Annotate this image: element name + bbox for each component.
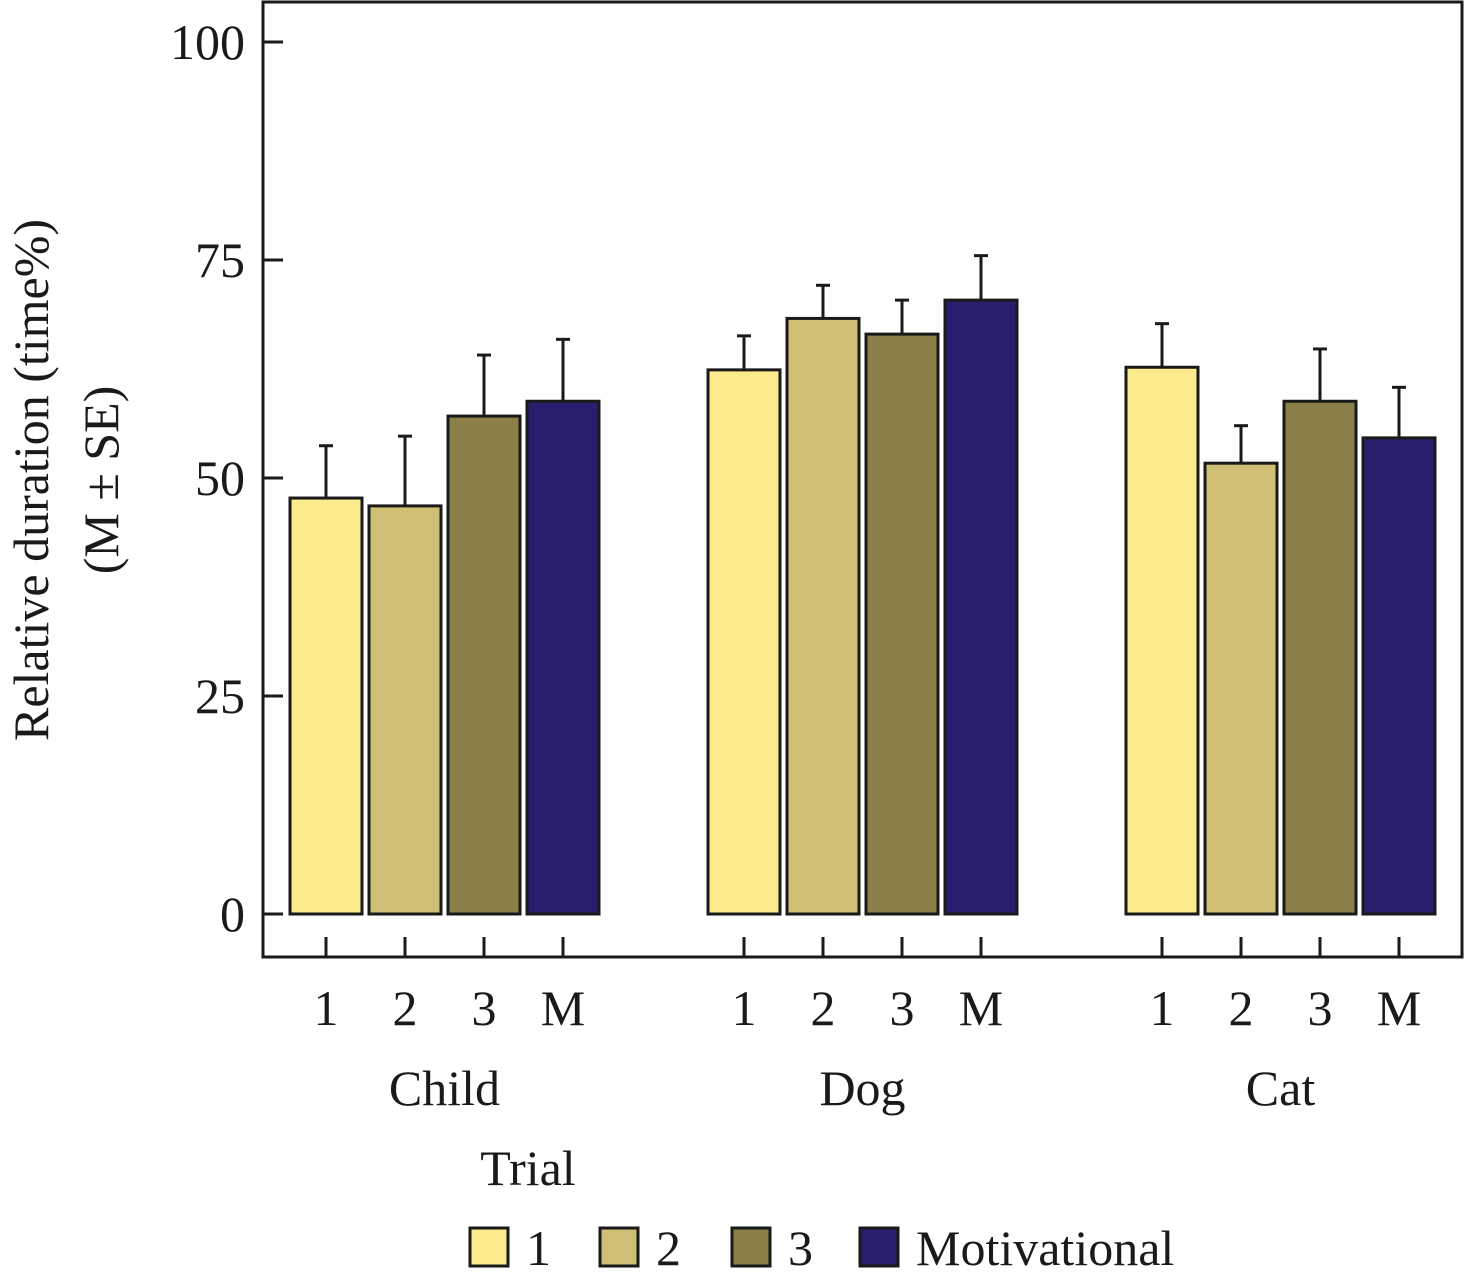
y-tick-label: 25 xyxy=(195,668,245,724)
x-tick-label: M xyxy=(1377,980,1421,1036)
x-tick-label: 3 xyxy=(890,980,915,1036)
y-axis-label-line1: Relative duration (time%) xyxy=(3,219,59,741)
x-tick-label: 2 xyxy=(811,980,836,1036)
bar-child-M xyxy=(525,399,601,916)
bar-child-3 xyxy=(446,414,522,916)
bar-dog-1 xyxy=(706,368,782,916)
legend-swatch xyxy=(598,1226,640,1268)
x-tick-label: 2 xyxy=(393,980,418,1036)
legend-title: Trial xyxy=(480,1140,575,1196)
bar-cat-1 xyxy=(1124,365,1200,916)
y-tick-label: 0 xyxy=(220,886,245,942)
legend-label: 1 xyxy=(526,1220,551,1276)
x-tick-label: 3 xyxy=(1308,980,1333,1036)
x-tick-label: 1 xyxy=(1150,980,1175,1036)
x-tick-label: M xyxy=(541,980,585,1036)
x-tick-label: 1 xyxy=(732,980,757,1036)
legend-label: 3 xyxy=(788,1220,813,1276)
legend-swatch xyxy=(468,1226,510,1268)
bar-child-1 xyxy=(288,496,364,916)
group-label: Child xyxy=(389,1060,500,1116)
x-tick-label: 3 xyxy=(472,980,497,1036)
y-tick-label: 75 xyxy=(195,232,245,288)
x-tick-label: 1 xyxy=(314,980,339,1036)
bar-cat-3 xyxy=(1282,399,1358,916)
y-tick-label: 100 xyxy=(170,14,245,70)
x-tick-label: 2 xyxy=(1229,980,1254,1036)
legend: 1 2 3 Motivational xyxy=(468,1220,1174,1276)
legend-label: 2 xyxy=(656,1220,681,1276)
legend-swatch xyxy=(730,1226,772,1268)
bar-cat-2 xyxy=(1203,461,1279,916)
y-axis-label-line2: (M ± SE) xyxy=(73,386,129,575)
x-tick-label: M xyxy=(959,980,1003,1036)
group-label: Cat xyxy=(1246,1060,1316,1116)
bar-cat-M xyxy=(1361,436,1437,916)
legend-swatch xyxy=(858,1226,900,1268)
group-label: Dog xyxy=(819,1060,905,1116)
bar-dog-2 xyxy=(785,316,861,916)
y-tick-label: 50 xyxy=(195,450,245,506)
bar-child-2 xyxy=(367,504,443,916)
bar-dog-M xyxy=(943,298,1019,916)
plot-frame xyxy=(261,0,1464,959)
bar-dog-3 xyxy=(864,332,940,916)
legend-label: Motivational xyxy=(916,1220,1174,1276)
